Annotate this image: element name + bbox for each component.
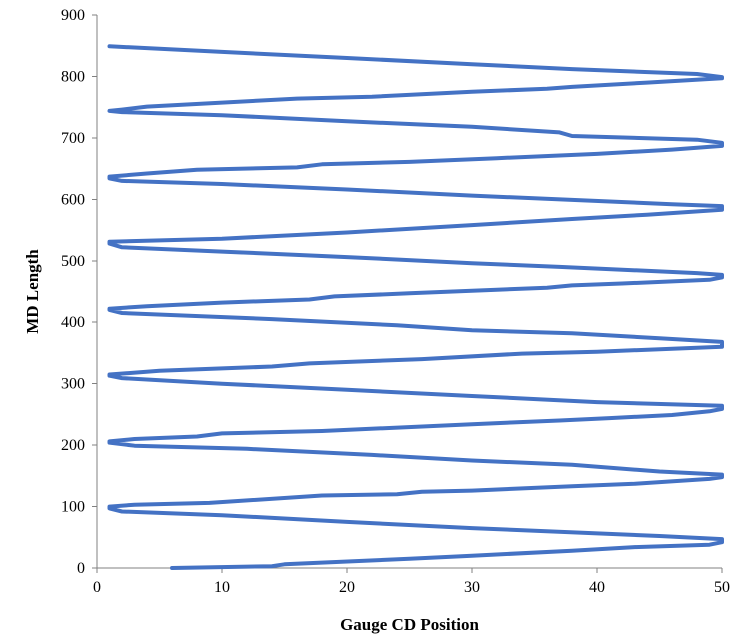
- x-tick-label: 0: [93, 579, 101, 596]
- y-tick-label: 100: [61, 499, 85, 516]
- x-tick-label: 40: [589, 579, 605, 596]
- y-tick-label: 300: [61, 376, 85, 393]
- x-axis-title: Gauge CD Position: [340, 615, 479, 634]
- x-tick-label: 10: [214, 579, 230, 596]
- x-tick-label: 20: [339, 579, 355, 596]
- y-tick-label: 0: [77, 560, 85, 577]
- y-tick-label: 600: [61, 191, 85, 208]
- x-tick-label: 50: [714, 579, 730, 596]
- series-layer: [107, 44, 724, 570]
- y-tick-label: 900: [61, 7, 85, 24]
- x-tick-label: 30: [464, 579, 480, 596]
- series-line-1: [107, 44, 724, 570]
- y-tick-label: 200: [61, 437, 85, 454]
- y-tick-label: 400: [61, 314, 85, 331]
- y-tick-label: 700: [61, 130, 85, 147]
- y-tick-label: 800: [61, 68, 85, 85]
- y-axis-title: MD Length: [23, 249, 42, 334]
- y-tick-label: 500: [61, 253, 85, 270]
- ticks-layer: 0 100 200 300 400 500 600 700 800 900 0 10 20 30 40 50: [61, 7, 730, 596]
